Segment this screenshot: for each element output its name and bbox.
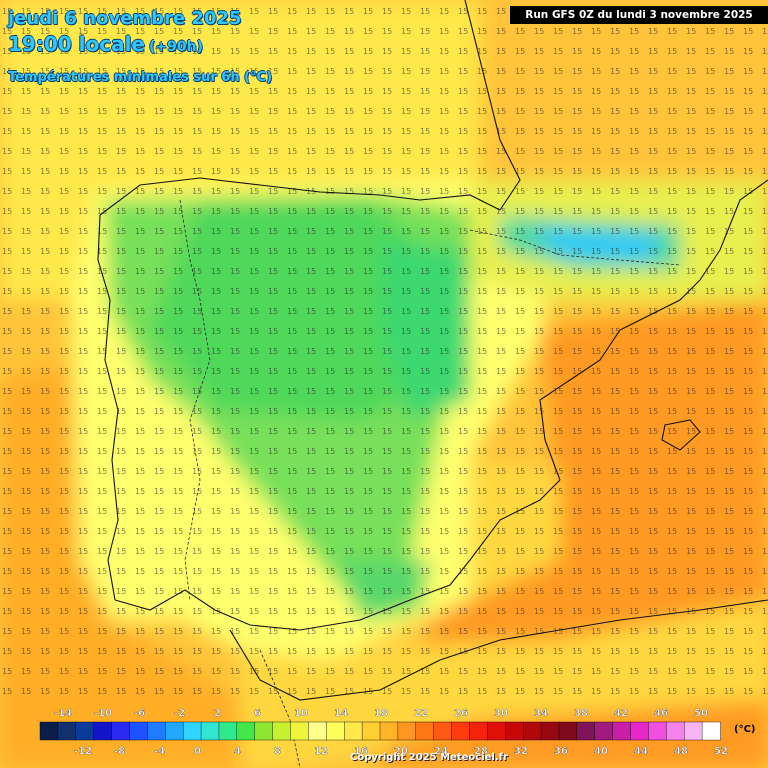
legend-label-upper: 50 — [694, 708, 708, 719]
legend-swatch — [129, 721, 149, 741]
legend-swatch — [93, 721, 113, 741]
north-africa-coast — [229, 599, 768, 701]
legend-label-upper: 26 — [454, 708, 468, 719]
legend-label-upper: -14 — [54, 708, 72, 719]
legend-swatch — [397, 721, 417, 741]
legend-label-upper: 10 — [294, 708, 308, 719]
legend-swatch — [272, 721, 292, 741]
legend-label-upper: 38 — [574, 708, 588, 719]
east-coast — [539, 279, 701, 481]
morocco-border — [259, 649, 301, 768]
legend-swatch — [254, 721, 274, 741]
legend-swatch — [576, 721, 596, 741]
legend-swatch — [361, 721, 381, 741]
copyright: Copyright 2025 Meteociel.fr — [350, 752, 508, 763]
legend-swatch — [147, 721, 166, 741]
legend-label-upper: 30 — [494, 708, 508, 719]
legend-swatch — [451, 721, 471, 741]
legend-label-lower: -8 — [114, 746, 125, 757]
lead-time: (+90h) — [149, 39, 203, 55]
portugal-coast — [97, 214, 119, 601]
legend-swatch — [612, 721, 632, 741]
legend-label-lower: 48 — [674, 746, 688, 757]
legend-swatch — [558, 721, 578, 741]
legend-label-lower: 28 — [474, 746, 488, 757]
legend-swatch — [39, 721, 59, 741]
legend-swatch — [75, 721, 95, 741]
legend-swatch — [630, 721, 650, 741]
legend-label-upper: 14 — [334, 708, 348, 719]
legend-swatch — [666, 721, 685, 741]
legend-swatch — [111, 721, 131, 741]
legend-swatch — [433, 721, 453, 741]
legend-label-upper: -2 — [174, 708, 185, 719]
legend-label-lower: 52 — [714, 746, 728, 757]
legend-labels: -14 -10 -6 -2 2 6 10 14 18 22 26 30 34 38 42 46 50-12 -8-… — [54, 708, 728, 757]
legend-label-upper: -6 — [134, 708, 145, 719]
legend-label-upper: 2 — [214, 708, 221, 719]
legend-colorbar — [39, 721, 721, 741]
legend-swatch — [415, 721, 435, 741]
legend-label-lower: -4 — [154, 746, 165, 757]
france-west-coast — [464, 0, 521, 211]
run-info: Run GFS 0Z du lundi 3 novembre 2025 — [510, 6, 768, 24]
mallorca — [661, 419, 701, 451]
legend-swatch — [469, 721, 489, 741]
legend-swatch — [594, 721, 614, 741]
legend-label-lower: 24 — [434, 746, 448, 757]
legend-label-upper: 42 — [614, 708, 628, 719]
spain-portugal-border — [179, 199, 211, 601]
legend-swatch — [522, 721, 542, 741]
legend-unit: (°C) — [734, 724, 756, 735]
date-title: jeudi 6 novembre 2025 — [8, 8, 242, 29]
legend-swatch — [379, 721, 399, 741]
legend-swatch — [487, 721, 506, 741]
legend-label-upper: 18 — [374, 708, 388, 719]
coastlines — [97, 0, 768, 701]
legend-label-lower: -12 — [74, 746, 92, 757]
legend-label-lower: 44 — [634, 746, 648, 757]
legend-swatch — [648, 721, 668, 741]
legend-swatch — [326, 721, 345, 741]
legend-swatch — [182, 721, 202, 741]
legend-swatch — [308, 721, 328, 741]
map-subtitle: Températures minimales sur 6h (°C) — [8, 70, 273, 85]
legend-swatch — [200, 721, 220, 741]
legend-swatch — [290, 721, 310, 741]
legend-label-upper: -10 — [94, 708, 112, 719]
legend-swatch — [236, 721, 256, 741]
legend-label-lower: 16 — [354, 746, 368, 757]
legend-label-lower: 40 — [594, 746, 608, 757]
legend-label-lower: 8 — [274, 746, 281, 757]
time-main: 19:00 locale — [8, 32, 145, 56]
legend-label-lower: 4 — [234, 746, 241, 757]
france-south-coast — [699, 179, 768, 281]
legend-swatch — [540, 721, 560, 741]
legend-label-upper: 46 — [654, 708, 668, 719]
legend-label-lower: 12 — [314, 746, 328, 757]
legend-swatch — [344, 721, 363, 741]
legend-label-upper: 6 — [254, 708, 261, 719]
legend-label-lower: 32 — [514, 746, 528, 757]
legend-swatch — [701, 721, 721, 741]
legend-label-lower: 20 — [394, 746, 408, 757]
value-grid — [0, 0, 768, 700]
color-legend: -14 -10 -6 -2 2 6 10 14 18 22 26 30 34 38 42 46 50-12 -8-… — [39, 708, 728, 757]
legend-label-upper: 34 — [534, 708, 548, 719]
north-coast — [99, 177, 501, 216]
legend-label-upper: 22 — [414, 708, 428, 719]
time-title: 19:00 locale (+90h) — [8, 32, 203, 56]
legend-swatch — [218, 721, 238, 741]
legend-swatch — [165, 721, 184, 741]
legend-swatch — [505, 721, 524, 741]
borders — [179, 199, 681, 768]
legend-label-lower: 36 — [554, 746, 568, 757]
legend-swatch — [57, 721, 77, 741]
south-coast — [114, 479, 561, 631]
legend-label-lower: 0 — [194, 746, 201, 757]
legend-swatch — [684, 721, 703, 741]
